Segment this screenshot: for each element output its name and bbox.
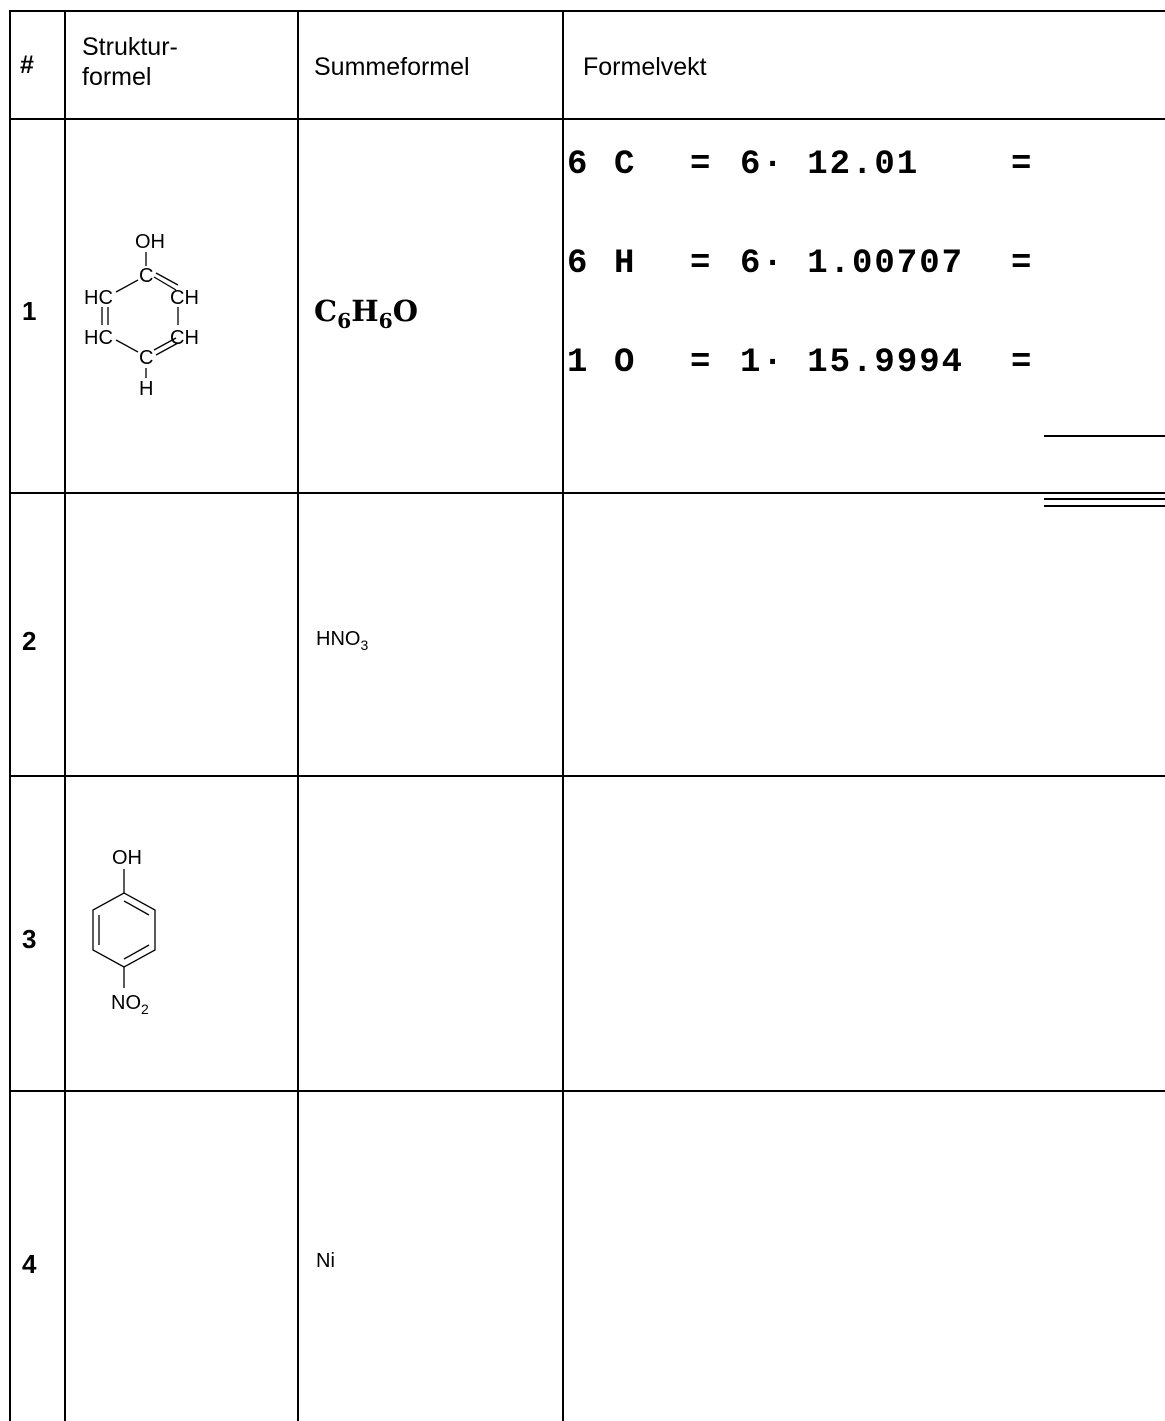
calc-h-element: H [614,245,637,283]
header-structure-line2: formel [82,63,152,91]
struct3-no2-label: NO2 [111,992,149,1017]
sum1-c-sub: 6 [337,309,352,334]
struct1-ch-right-top: CH [170,287,199,309]
sum-underline [1044,435,1165,437]
col-border-3 [562,10,564,1421]
calc-h-eq1: = [690,245,713,283]
header-structure: Struktur- formel [82,32,178,92]
col-border-2 [297,10,299,1421]
calc-o-eq2: = [1011,344,1034,382]
struct1-c-bot: C [139,347,153,369]
calc-c-expr: 6· 12.01 [740,146,920,184]
struct1-c-top: C [139,265,153,287]
row-divider-1 [9,492,1165,494]
total-double-underline-1 [1044,498,1165,500]
header-num: # [20,51,34,79]
calc-o-element: O [614,344,637,382]
struct1-hc-left-top: HC [84,287,113,309]
calc-o-count: 1 [567,344,590,382]
sum1-c: C [314,294,338,328]
calc-h-eq2: = [1011,245,1034,283]
table-top-border [9,10,1165,12]
calc-o-expr: 1· 15.9994 [740,344,965,382]
sum-formula-2: HNO3 [316,628,369,653]
row-number-3: 3 [22,924,37,954]
total-double-underline-2 [1044,505,1165,507]
col-border-1 [64,10,66,1421]
nitrophenol-structure: OH NO2 [92,847,156,1017]
calc-c-count: 6 [567,146,590,184]
struct1-oh-label: OH [135,231,165,253]
sum1-h: H [351,294,379,328]
sum1-h-sub: 6 [378,309,393,334]
row-number-4: 4 [22,1249,37,1279]
row-number-1: 1 [22,296,37,326]
calc-c-eq2: = [1011,146,1034,184]
calc-h-expr: 6· 1.00707 [740,245,965,283]
sum1-o: O [392,294,419,328]
sum2-sub: 3 [360,636,369,653]
calc-h-count: 6 [567,245,590,283]
col-border-left [9,10,11,1421]
header-formula-weight: Formelvekt [583,53,707,81]
phenol-kekule-structure: OH C HC CH HC CH C H [84,231,199,400]
struct1-hc-left-bot: HC [84,327,113,349]
sum-formula-4: Ni [316,1250,335,1272]
calc-c-element: C [614,146,637,184]
calc-o-eq1: = [690,344,713,382]
row-number-2: 2 [22,626,37,656]
header-structure-line1: Struktur- [82,33,178,61]
header-divider [9,118,1165,120]
calc-c-eq1: = [690,146,713,184]
struct1-h-label: H [139,378,153,400]
row-divider-3 [9,1090,1165,1092]
sum-formula-1: C6H6O [314,294,419,331]
header-sum-formula: Summeformel [314,53,470,81]
row-divider-2 [9,775,1165,777]
sum2-hno: HNO [316,628,361,650]
struct3-oh-label: OH [112,847,142,869]
